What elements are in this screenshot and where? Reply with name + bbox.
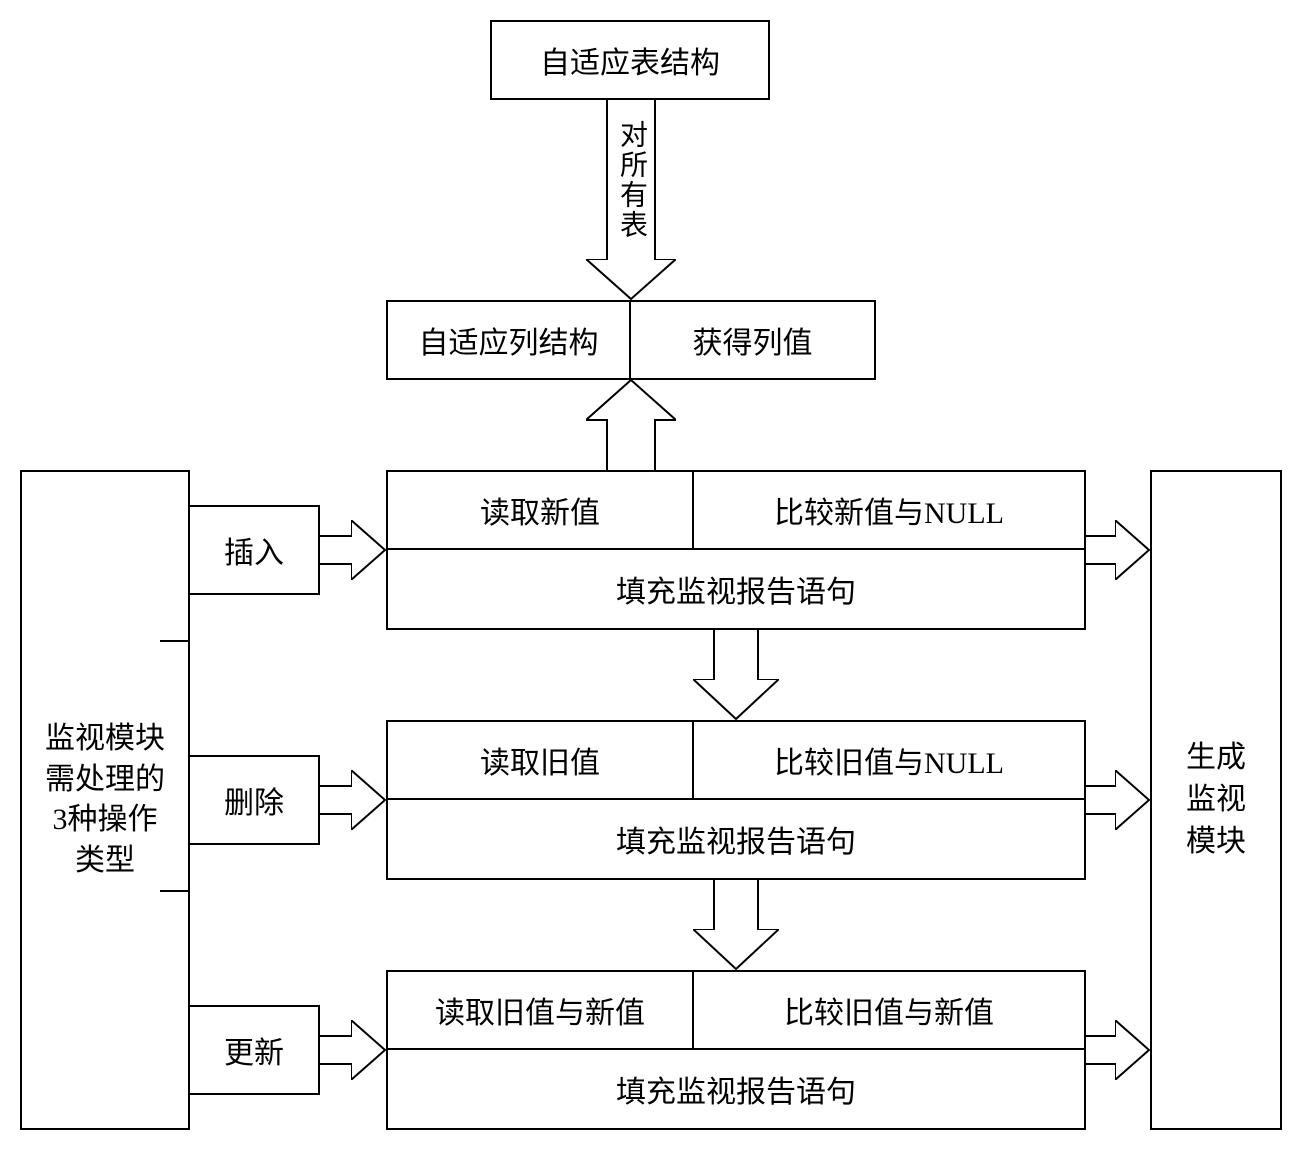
left-panel: 监视模块需处理的3种操作类型 — [20, 470, 190, 1130]
op-box-2: 更新 — [190, 1005, 320, 1095]
arrow-up — [606, 419, 656, 470]
group1-read: 读取旧值 — [386, 720, 694, 800]
group2-compare: 比较旧值与新值 — [694, 970, 1086, 1050]
arrow-right — [320, 1035, 352, 1065]
arrow-right — [320, 535, 352, 565]
group0-fill: 填充监视报告语句 — [386, 550, 1086, 630]
node-get-column-value: 获得列值 — [631, 300, 876, 380]
group1-compare: 比较旧值与NULL — [694, 720, 1086, 800]
group0-read: 读取新值 — [386, 470, 694, 550]
group0-compare: 比较新值与NULL — [694, 470, 1086, 550]
arrow-right — [1086, 535, 1116, 565]
flowchart-diagram: 自适应表结构对所有表自适应列结构获得列值监视模块需处理的3种操作类型插入删除更新… — [20, 20, 1282, 1138]
arrow-down: 对所有表 — [606, 100, 656, 260]
group1-fill: 填充监视报告语句 — [386, 800, 1086, 880]
arrow-label: 对所有表 — [611, 120, 651, 240]
right-panel: 生成监视模块 — [1150, 470, 1282, 1130]
arrow-right — [1086, 785, 1116, 815]
arrow-right — [1086, 1035, 1116, 1065]
group2-fill: 填充监视报告语句 — [386, 1050, 1086, 1130]
arrow-down — [713, 630, 759, 680]
group2-read: 读取旧值与新值 — [386, 970, 694, 1050]
node-adaptive-table: 自适应表结构 — [490, 20, 770, 100]
op-box-0: 插入 — [190, 505, 320, 595]
node-adaptive-column: 自适应列结构 — [386, 300, 631, 380]
arrow-right — [320, 785, 352, 815]
op-box-1: 删除 — [190, 755, 320, 845]
arrow-down — [713, 880, 759, 930]
